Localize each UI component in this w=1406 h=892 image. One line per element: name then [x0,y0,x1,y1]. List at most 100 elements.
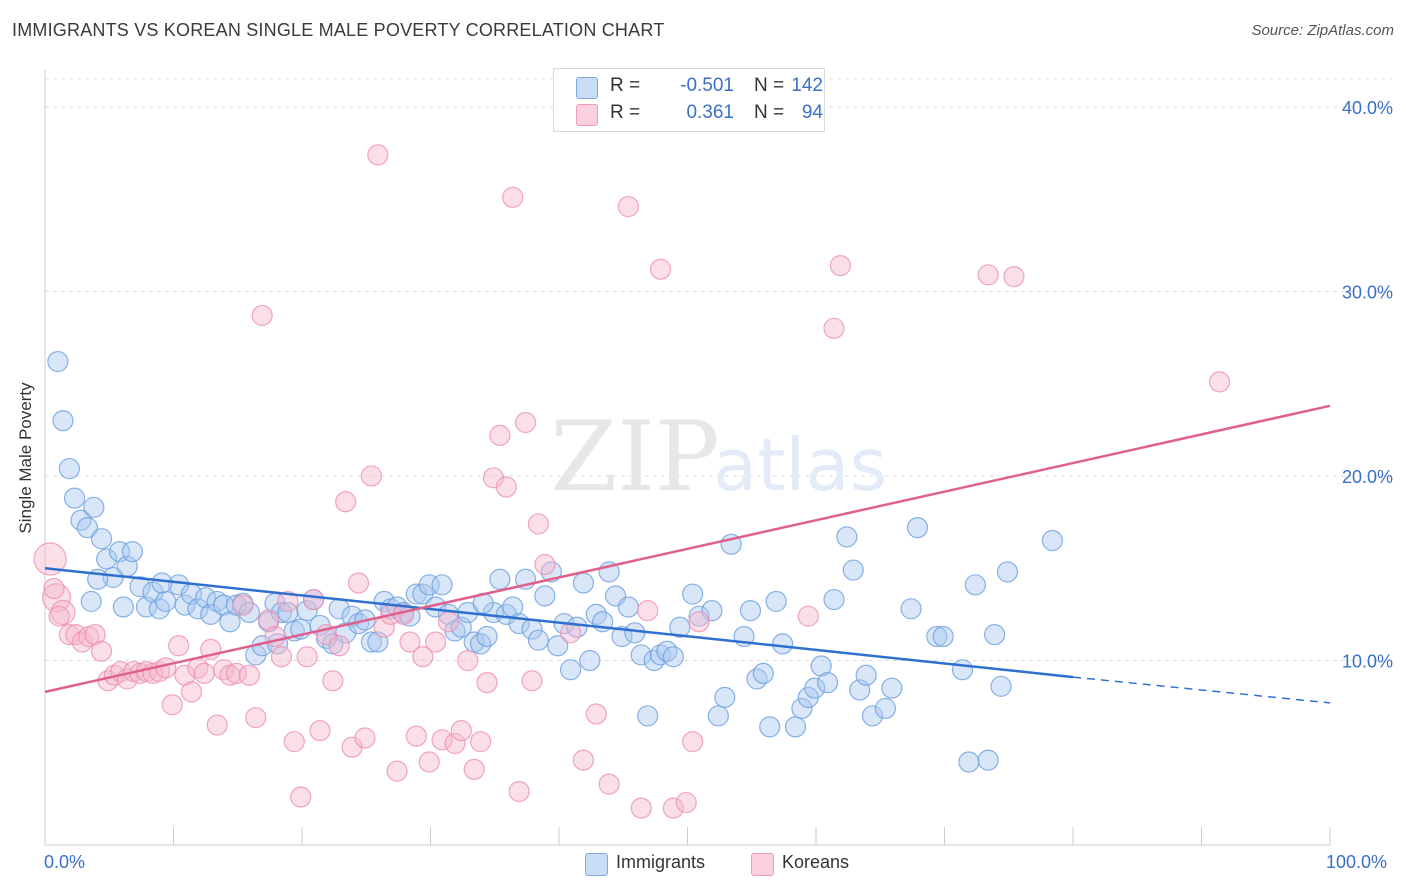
data-point [630,797,652,819]
n-label: N = [754,102,785,123]
y-tick-labels: 10.0% 20.0% 30.0% 40.0% [1342,98,1393,672]
r-value: -0.501 [680,75,734,96]
data-point [83,496,105,518]
data-point [245,707,267,729]
data-point [1041,529,1064,552]
data-point [656,640,678,662]
trend-line-immigrants-extension [1072,676,1331,704]
data-point [804,677,826,699]
data-point [360,631,382,653]
data-point [682,731,704,753]
data-point [669,616,691,638]
data-point [771,633,794,655]
data-point [527,629,550,651]
n-value: 94 [801,102,823,123]
data-point [707,705,729,727]
data-point [996,561,1019,583]
data-point [682,583,704,605]
data-point [58,457,81,480]
data-point [444,732,466,755]
data-point [437,611,460,633]
data-point [251,304,273,327]
data-point [76,517,99,539]
data-point [290,786,312,808]
data-point [791,697,813,720]
data-point [662,646,684,668]
data-point [71,631,93,653]
y-tick-label: 40.0% [1342,98,1393,118]
data-point [630,644,652,666]
data-point [1003,266,1025,288]
data-point [489,568,511,590]
legend-swatch-immigrants [576,77,598,99]
data-point [874,697,896,720]
data-point [418,751,440,773]
data-point [296,600,318,622]
data-point [90,528,113,550]
data-point [900,598,922,620]
data-point [514,411,537,434]
data-point [495,476,517,498]
data-point [309,719,331,742]
data-point [347,572,370,594]
data-point [906,517,929,539]
data-point [489,424,511,446]
y-tick-label: 30.0% [1342,282,1393,302]
data-point [527,513,550,535]
data-point [617,596,639,618]
data-point [688,605,710,627]
data-point [932,625,954,648]
legend-swatch-koreans [751,853,774,876]
data-point [84,624,106,646]
data-point [881,677,903,699]
data-point [977,264,999,286]
data-point [861,705,884,727]
data-point [508,780,530,803]
data-point [418,574,440,596]
data-point [112,596,134,618]
data-point [611,625,633,648]
data-point [63,487,86,509]
n-label: N = [754,75,785,96]
data-point [206,714,228,736]
data-point [739,600,762,622]
data-point [90,640,113,662]
data-point [784,716,807,738]
watermark-zip: ZIP [550,401,719,513]
data-point [463,758,485,780]
data-point [547,635,569,657]
data-point [951,659,974,681]
trend-line-immigrants [44,566,1074,679]
watermark: ZIP atlas [550,401,887,513]
data-point [470,731,492,753]
data-point [155,590,177,613]
data-point [926,625,948,648]
data-point [823,588,845,611]
data-point [572,749,595,771]
data-point [296,646,318,668]
data-point [187,598,209,620]
n-value: 142 [791,75,823,96]
data-point [264,625,286,648]
r-label: R = [610,75,641,96]
data-point [637,705,659,727]
data-point [759,716,781,738]
data-point [151,572,173,594]
data-point [977,749,999,771]
data-point [80,590,102,613]
data-point [213,659,235,681]
data-point [431,729,453,751]
data-point [232,594,254,616]
data-point [797,605,819,627]
data-point [579,649,601,672]
data-point [688,611,710,633]
data-point [195,587,217,609]
data-point [810,655,832,677]
data-point [412,646,434,668]
data-point [43,577,65,600]
data-point [425,631,447,653]
gridlines [45,78,1392,661]
data-point [624,622,646,644]
data-point [572,572,595,594]
